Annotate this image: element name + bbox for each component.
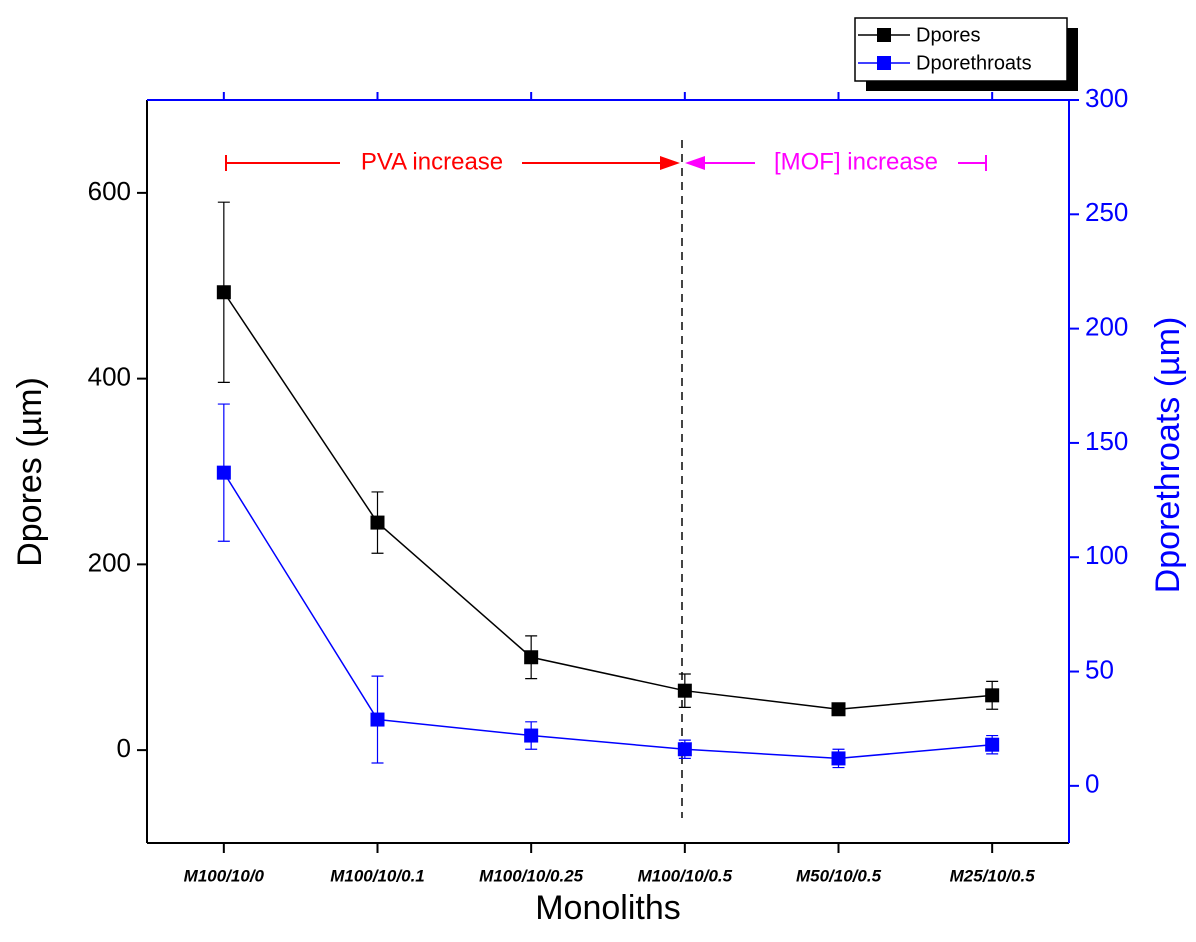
annotation: PVA increase	[361, 148, 503, 175]
data-point	[370, 712, 385, 727]
arrow-head	[660, 156, 680, 170]
annotation: [MOF] increase	[774, 148, 938, 175]
x-tick-label: M100/10/0	[184, 866, 265, 885]
data-point	[524, 650, 539, 665]
y2-tick-label: 200	[1085, 311, 1128, 341]
annotation-group: PVA increase [MOF] increase	[225, 140, 987, 818]
y2-tick-label: 50	[1085, 654, 1114, 684]
y2-tick-label: 300	[1085, 83, 1128, 113]
x-tick-label: M100/10/0.1	[330, 866, 425, 885]
x-tick-label: M100/10/0.25	[479, 866, 584, 885]
y2-tick-label: 100	[1085, 540, 1128, 570]
legend-label: Dpores	[916, 24, 980, 46]
data-point	[677, 742, 692, 757]
y-tick-label: 400	[88, 362, 131, 392]
y2-tick-label: 0	[1085, 769, 1099, 799]
y-axis-title: Dpores (µm)	[11, 377, 49, 567]
legend: Dpores Dporethroats	[854, 17, 1078, 91]
data-point	[831, 751, 846, 766]
legend-marker	[877, 28, 891, 42]
data-point	[370, 515, 385, 530]
y2-tick-label: 250	[1085, 197, 1128, 227]
y-tick-label: 0	[117, 733, 131, 763]
series-line	[223, 291, 993, 711]
x-tick-label: M100/10/0.5	[638, 866, 733, 885]
data-point	[216, 285, 231, 300]
data-point	[216, 465, 231, 480]
data-point	[524, 728, 539, 743]
x-tick-label: M25/10/0.5	[950, 866, 1036, 885]
data-point	[985, 737, 1000, 752]
data-point	[831, 702, 846, 717]
x-axis-title: Monoliths	[535, 889, 681, 927]
legend-marker	[877, 56, 891, 70]
legend-label: Dporethroats	[916, 52, 1032, 74]
data-point	[985, 688, 1000, 703]
x-tick-label: M50/10/0.5	[796, 866, 882, 885]
series-line	[223, 472, 993, 760]
y2-tick-label: 150	[1085, 426, 1128, 456]
arrow-head	[685, 156, 705, 170]
y-tick-label: 600	[88, 176, 131, 206]
data-point	[677, 683, 692, 698]
y2-axis-title: Dporethroats (µm)	[1149, 317, 1187, 594]
y-tick-label: 200	[88, 547, 131, 577]
